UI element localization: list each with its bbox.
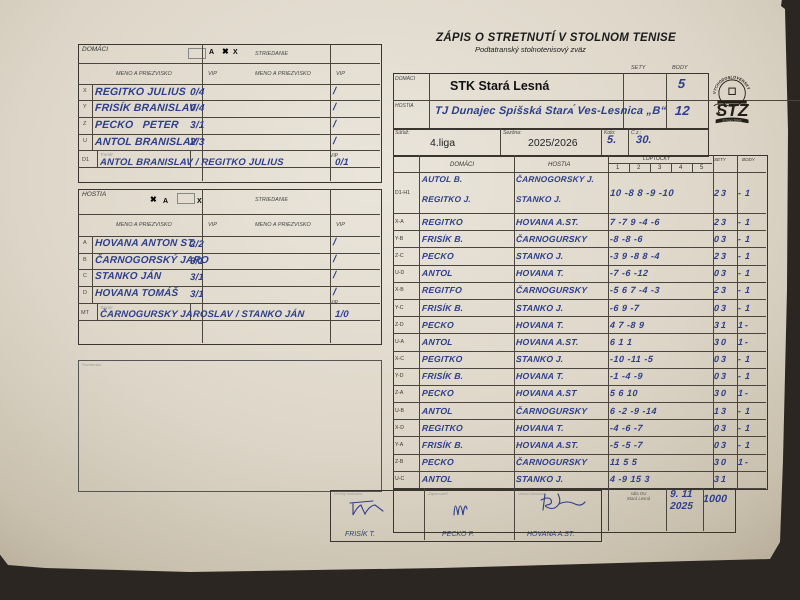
svg-text:STZ: STZ — [716, 100, 750, 120]
svg-text:VYCHODOSLOVENSKY: VYCHODOSLOVENSKY — [712, 74, 752, 94]
svg-text:STOLNY TENIS: STOLNY TENIS — [723, 120, 742, 123]
